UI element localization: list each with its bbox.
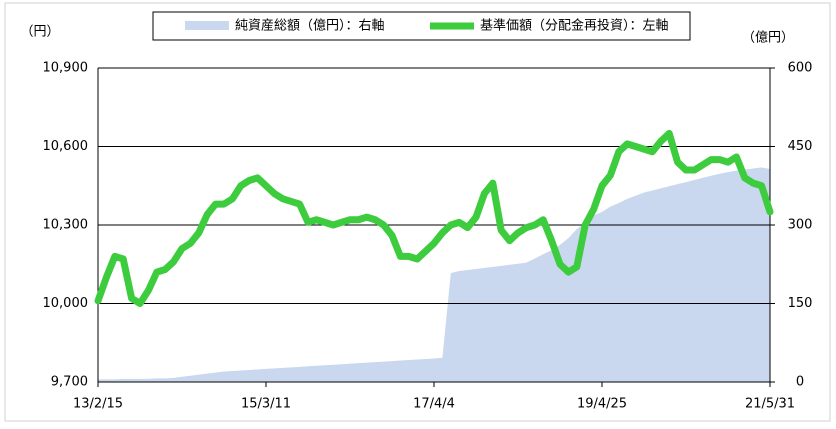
y2-tick-label: 150 bbox=[788, 296, 813, 311]
line bbox=[94, 129, 774, 307]
y2-tick-label: 450 bbox=[788, 139, 813, 154]
legend-label: 基準価額（分配金再投資）：左軸 bbox=[480, 18, 669, 34]
area bbox=[98, 167, 770, 382]
y-tick-label: 10,900 bbox=[43, 61, 89, 76]
y-tick-label: 9,700 bbox=[51, 375, 88, 390]
legend-swatch bbox=[185, 21, 229, 30]
right-axis-label: （億円） bbox=[742, 30, 794, 46]
legend-label: 純資産総額（億円）：右軸 bbox=[235, 18, 385, 34]
y2-tick-label: 600 bbox=[788, 61, 813, 76]
y2-tick-label: 300 bbox=[788, 218, 813, 233]
y-tick-label: 10,600 bbox=[43, 139, 89, 154]
y2-tick-label: 0 bbox=[796, 375, 804, 390]
left-axis-label: （円） bbox=[20, 25, 59, 40]
y-tick-label: 10,000 bbox=[43, 296, 89, 311]
x-tick-label: 15/3/11 bbox=[241, 397, 291, 412]
x-tick-label: 21/5/31 bbox=[745, 397, 795, 412]
x-tick-label: 17/4/4 bbox=[413, 397, 455, 412]
y-tick-label: 10,300 bbox=[43, 218, 89, 233]
x-tick-label: 19/4/25 bbox=[577, 397, 627, 412]
legend-box bbox=[152, 11, 691, 41]
x-tick-label: 13/2/15 bbox=[73, 397, 123, 412]
